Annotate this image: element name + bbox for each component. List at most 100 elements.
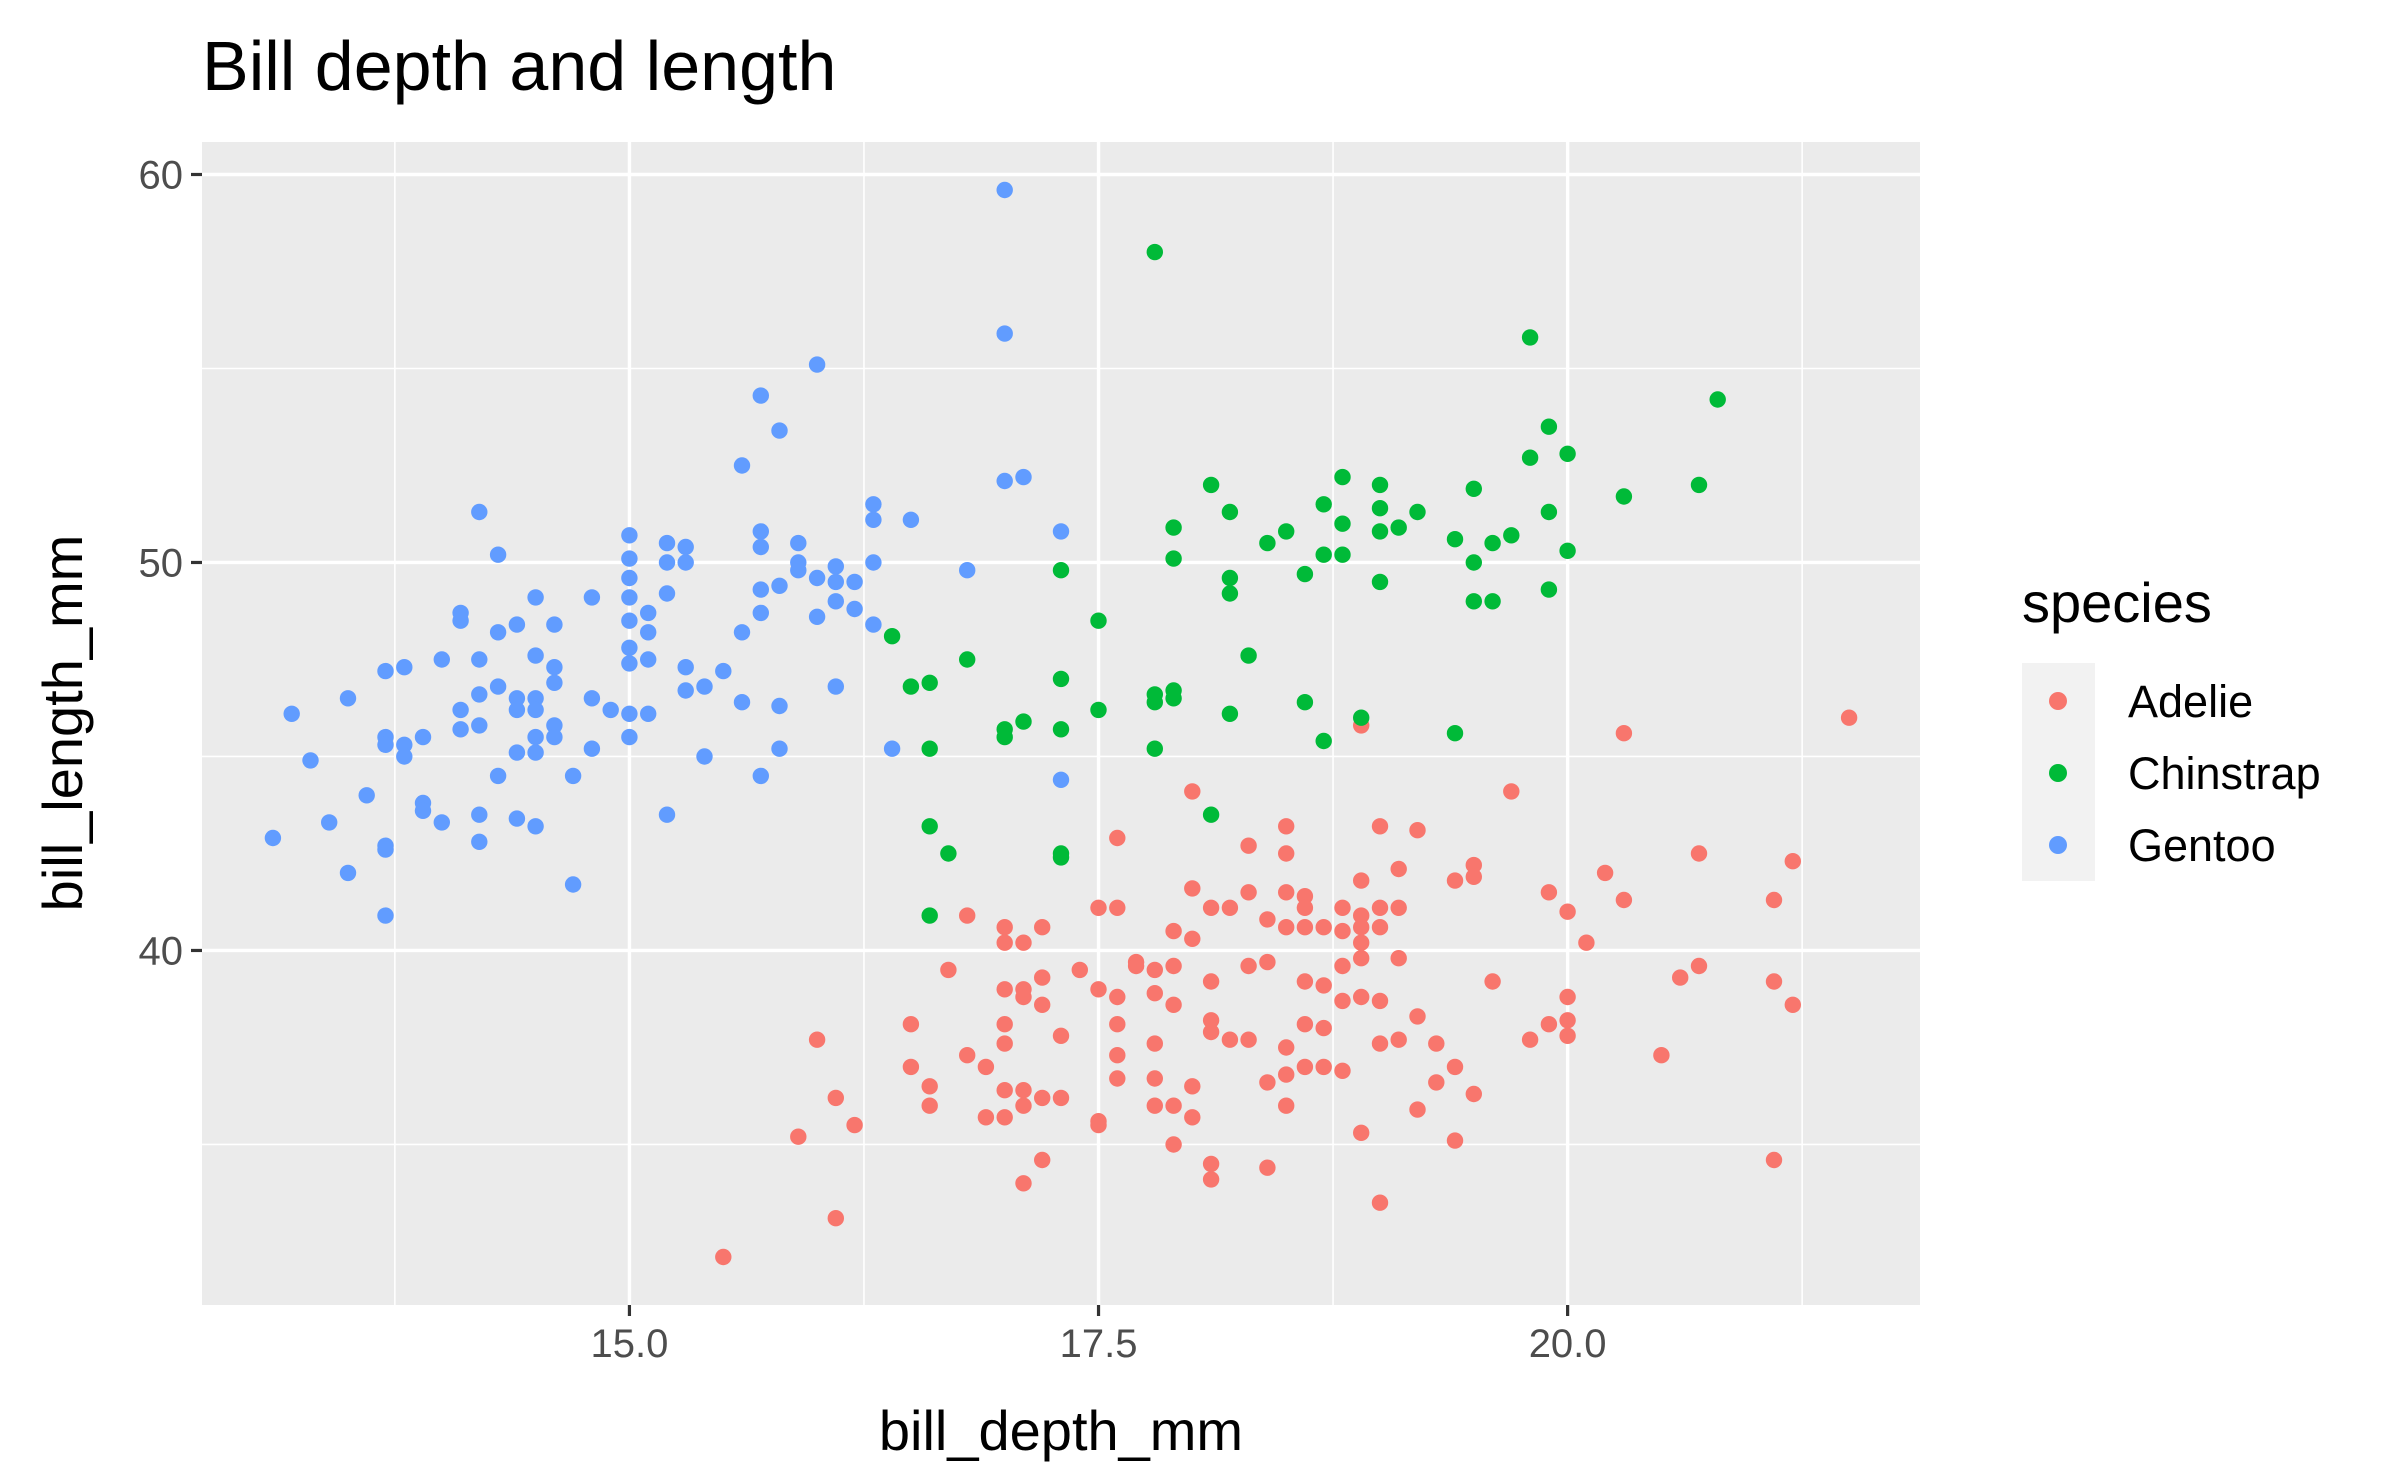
data-point-gentoo [358,787,375,804]
legend: species Adelie Chinstrap Gentoo [2022,571,2321,881]
data-point-adelie [1615,725,1633,742]
data-point-adelie [1371,919,1389,936]
data-point-gentoo [658,554,676,571]
data-point-adelie [1371,1035,1389,1052]
data-point-adelie [1690,957,1708,975]
data-point-chinstrap [959,651,976,668]
data-point-gentoo [339,690,357,707]
data-point-chinstrap [1334,515,1351,532]
data-point-gentoo [752,523,769,540]
data-point-adelie [1109,1015,1126,1033]
data-point-adelie [1765,891,1783,909]
data-point-adelie [1446,1058,1464,1076]
data-point-chinstrap [1146,694,1164,711]
data-point-adelie [1371,899,1389,916]
data-point-chinstrap [1146,740,1164,757]
data-point-adelie [1052,1027,1070,1045]
data-point-gentoo [865,496,882,513]
data-point-gentoo [396,748,413,765]
data-point-chinstrap [1559,542,1576,559]
data-point-gentoo [377,736,394,753]
data-point-gentoo [508,744,526,761]
data-point-adelie [1090,1116,1107,1134]
data-point-adelie [1034,996,1051,1013]
data-point-gentoo [696,748,713,765]
data-point-gentoo [621,705,638,722]
data-point-chinstrap [902,678,920,695]
data-point-adelie [1278,1039,1295,1056]
data-point-gentoo [471,503,488,521]
data-point-gentoo [527,647,544,664]
data-point-adelie [1296,1015,1314,1033]
data-point-gentoo [808,608,826,625]
data-point-adelie [1353,907,1370,924]
y-tick-label: 60 [139,153,184,197]
data-point-adelie [1765,973,1783,990]
data-point-chinstrap [1015,713,1032,730]
data-point-gentoo [489,767,507,785]
data-point-gentoo [902,511,920,528]
data-point-adelie [1127,957,1145,975]
data-point-gentoo [489,546,507,563]
data-point-adelie [1165,996,1182,1013]
data-point-gentoo [771,740,788,757]
data-point-adelie [715,1248,732,1266]
data-point-gentoo [602,701,619,719]
data-point-adelie [1653,1047,1670,1064]
data-point-chinstrap [1165,519,1182,536]
data-point-gentoo [621,550,638,567]
data-point-adelie [1184,930,1201,947]
data-point-chinstrap [1090,612,1107,629]
data-point-chinstrap [1296,694,1314,711]
data-point-adelie [1334,899,1351,916]
data-point-gentoo [264,829,282,847]
data-point-gentoo [283,705,300,722]
data-point-adelie [1690,845,1708,862]
data-point-chinstrap [1409,503,1426,521]
data-point-gentoo [452,701,469,719]
data-point-adelie [1390,1031,1407,1048]
data-point-chinstrap [1052,562,1070,579]
data-point-gentoo [677,659,694,676]
data-point-adelie [1371,992,1389,1010]
data-point-gentoo [752,538,769,556]
data-point-adelie [1034,969,1051,986]
data-point-gentoo [508,810,526,827]
data-point-gentoo [658,585,676,602]
data-point-gentoo [621,612,638,629]
data-point-gentoo [564,767,582,785]
data-point-gentoo [396,659,413,676]
data-point-adelie [1296,1058,1314,1076]
data-point-chinstrap [1202,476,1220,494]
data-point-gentoo [471,806,488,823]
data-point-gentoo [752,387,769,404]
data-point-adelie [1015,1082,1032,1099]
data-point-adelie [1371,1194,1389,1211]
data-point-chinstrap [1202,806,1220,823]
data-point-adelie [1109,1047,1126,1064]
legend-key-adelie [2049,692,2067,710]
data-point-gentoo [621,527,638,544]
data-point-chinstrap [1165,550,1182,567]
data-point-chinstrap [1521,449,1539,466]
data-point-adelie [1015,1175,1032,1192]
data-point-adelie [1202,1012,1220,1029]
data-point-adelie [996,1082,1013,1099]
data-point-chinstrap [1484,593,1501,610]
data-point-gentoo [827,593,844,610]
x-tick-label: 17.5 [1060,1322,1138,1366]
data-point-adelie [1146,961,1164,979]
data-point-chinstrap [1371,476,1389,494]
data-point-chinstrap [1540,418,1558,435]
data-point-gentoo [377,841,394,858]
data-point-gentoo [658,806,676,823]
data-point-gentoo [527,728,544,746]
data-point-gentoo [677,682,694,699]
data-point-adelie [1240,837,1257,854]
data-point-chinstrap [1521,329,1539,346]
data-point-chinstrap [1371,573,1389,591]
data-point-adelie [996,1015,1013,1033]
data-point-adelie [1165,1097,1182,1114]
data-point-gentoo [527,818,544,835]
data-point-chinstrap [921,740,938,757]
